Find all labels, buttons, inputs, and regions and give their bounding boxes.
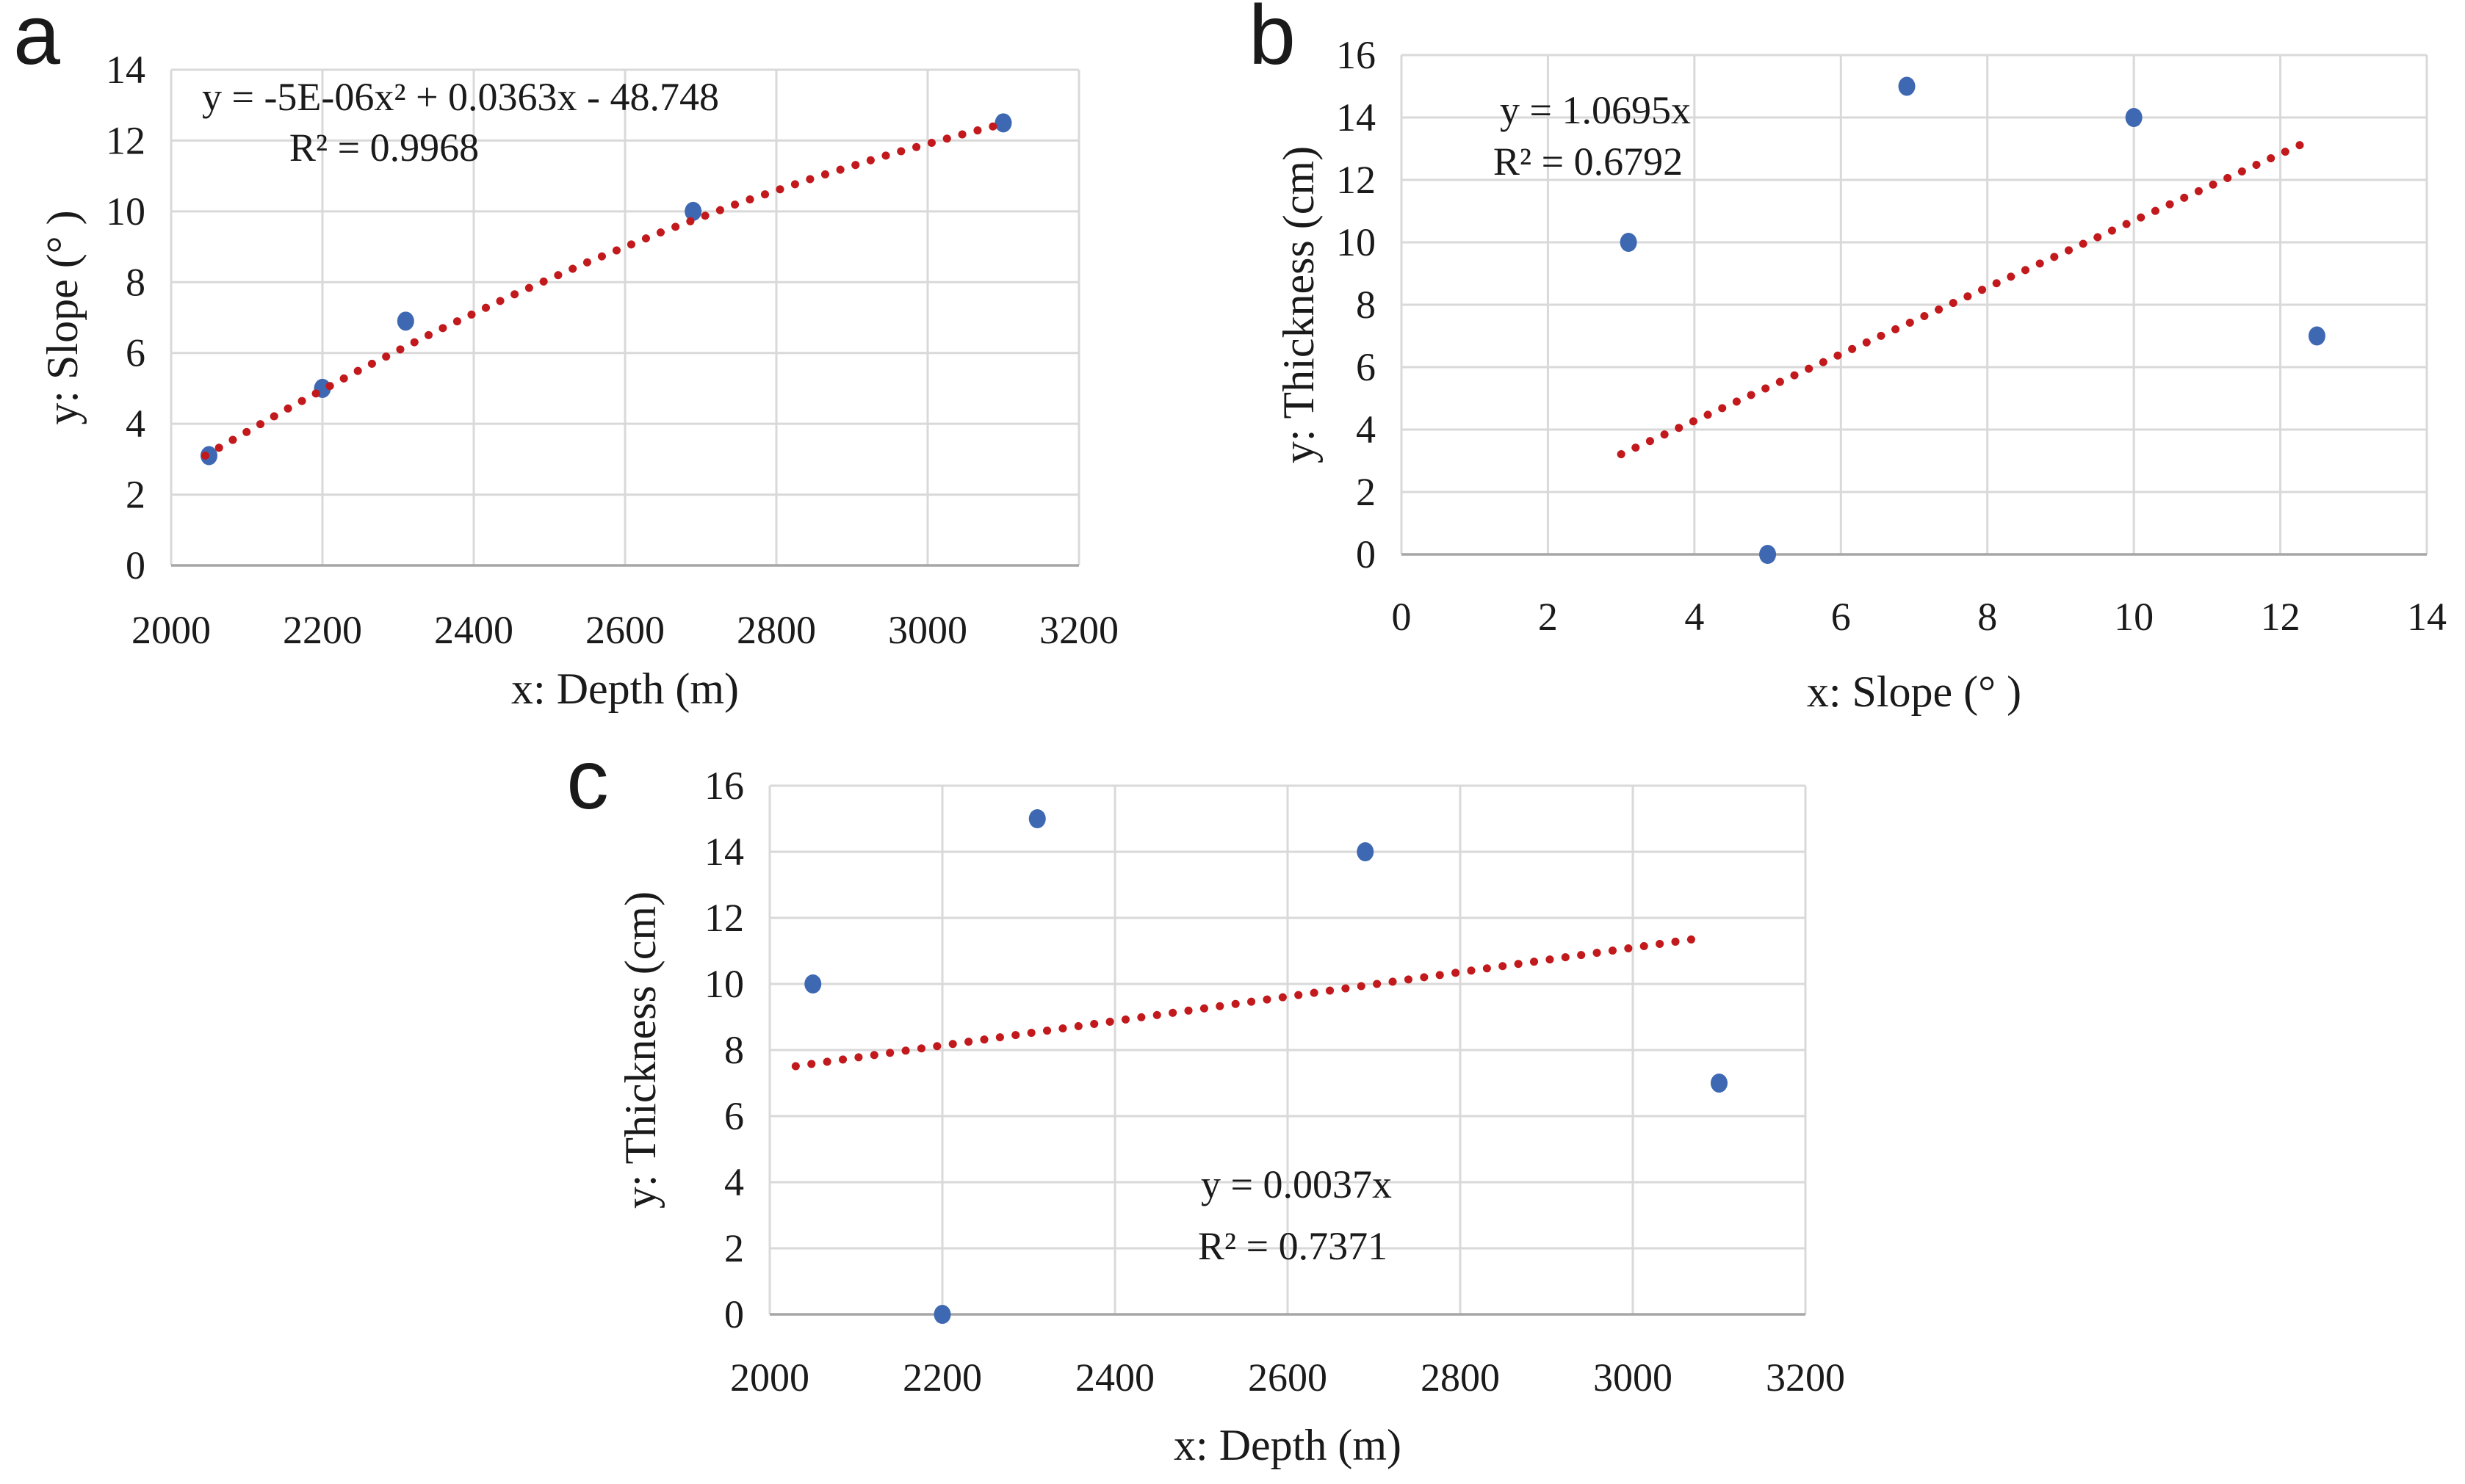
x-tick-label: 4 [1684, 595, 1704, 639]
y-tick-label: 0 [126, 543, 145, 587]
y-tick-label: 6 [126, 331, 145, 375]
y-tick-label: 2 [1356, 470, 1376, 514]
data-point [995, 113, 1012, 133]
data-point [1898, 76, 1916, 96]
y-tick-label: 12 [106, 118, 145, 162]
x-axis-title: x: Slope (° ) [1807, 667, 2021, 716]
data-point [2125, 108, 2143, 127]
trendline [791, 933, 1711, 1071]
x-tick-label: 2400 [1075, 1355, 1155, 1400]
y-tick-label: 2 [724, 1226, 744, 1270]
x-tick-label: 2 [1538, 595, 1558, 639]
y-tick-label: 4 [126, 402, 145, 446]
panel-letter: a [13, 0, 60, 82]
y-tick-label: 10 [106, 189, 145, 234]
data-point [804, 974, 822, 993]
y-tick-label: 14 [704, 830, 744, 874]
x-axis-title: x: Depth (m) [1174, 1421, 1401, 1469]
x-tick-label: 2400 [434, 608, 513, 652]
y-axis-title: y: Thickness (cm) [616, 891, 665, 1209]
x-tick-label: 2600 [1248, 1355, 1327, 1400]
trendline-equation: y = -5E-06x² + 0.0363x - 48.748 [202, 75, 719, 119]
panel-letter: b [1249, 0, 1296, 82]
y-tick-label: 10 [1336, 220, 1376, 264]
y-tick-label: 0 [724, 1292, 744, 1336]
r-squared-label: R² = 0.9968 [289, 126, 479, 170]
data-point [934, 1305, 951, 1324]
y-tick-label: 6 [1356, 345, 1376, 389]
x-tick-label: 2600 [585, 608, 665, 652]
y-tick-label: 10 [704, 962, 744, 1006]
x-tick-label: 3000 [888, 608, 967, 652]
y-tick-label: 16 [1336, 33, 1376, 77]
data-point [1711, 1074, 1728, 1093]
data-point [1028, 809, 1046, 828]
y-tick-label: 4 [1356, 408, 1376, 452]
r-squared-label: R² = 0.7371 [1198, 1224, 1387, 1268]
x-tick-label: 2200 [903, 1355, 982, 1400]
x-tick-label: 2000 [730, 1355, 809, 1400]
x-tick-label: 6 [1831, 595, 1851, 639]
r-squared-label: R² = 0.6792 [1493, 140, 1683, 184]
trendline [201, 118, 1011, 460]
panel-b: 0 2 4 6 8 10 12 14 0 2 4 6 8 10 12 14 16 x: Slope (° ) y: … [1249, 0, 2447, 716]
data-point [1357, 842, 1374, 861]
x-tick-label: 3000 [1593, 1355, 1672, 1400]
y-axis-title: y: Slope (° ) [38, 210, 87, 424]
x-tick-label: 12 [2261, 595, 2300, 639]
trendline-equation: y = 0.0037x [1201, 1162, 1392, 1206]
x-tick-label: 14 [2407, 595, 2447, 639]
data-point [397, 311, 414, 331]
panel-a: 2000 2200 2400 2600 2800 3000 3200 0 2 4 6 8 10 12 14 x… [13, 0, 1119, 713]
y-tick-label: 4 [724, 1160, 744, 1204]
x-tick-label: 3200 [1766, 1355, 1845, 1400]
panel-c: 2000 2200 2400 2600 2800 3000 3200 0 2 4 6 8 10 12 14 1… [566, 733, 1845, 1469]
x-tick-label: 8 [1977, 595, 1997, 639]
y-tick-label: 12 [1336, 158, 1376, 202]
x-tick-label: 2000 [131, 608, 211, 652]
data-point [2308, 326, 2325, 346]
y-tick-label: 12 [704, 896, 744, 940]
y-tick-label: 2 [126, 473, 145, 517]
x-tick-label: 0 [1392, 595, 1412, 639]
x-axis-title: x: Depth (m) [511, 665, 739, 713]
y-tick-label: 6 [724, 1094, 744, 1138]
y-tick-label: 16 [704, 764, 744, 808]
trendline-equation: y = 1.0695x [1500, 88, 1691, 132]
data-point [685, 201, 702, 221]
x-tick-label: 3200 [1039, 608, 1119, 652]
y-tick-label: 8 [724, 1028, 744, 1072]
y-axis-title: y: Thickness (cm) [1274, 146, 1323, 463]
x-tick-label: 2800 [737, 608, 816, 652]
x-tick-label: 2800 [1421, 1355, 1500, 1400]
panel-letter: c [566, 733, 609, 827]
y-tick-label: 8 [1356, 283, 1376, 327]
y-tick-label: 8 [126, 260, 145, 304]
y-tick-label: 0 [1356, 532, 1376, 576]
x-tick-label: 10 [2114, 595, 2154, 639]
data-point [1620, 233, 1637, 252]
data-point [1759, 545, 1777, 564]
trendline [1617, 137, 2314, 459]
y-tick-label: 14 [1336, 95, 1376, 140]
x-tick-label: 2200 [283, 608, 362, 652]
y-tick-label: 14 [106, 48, 145, 92]
